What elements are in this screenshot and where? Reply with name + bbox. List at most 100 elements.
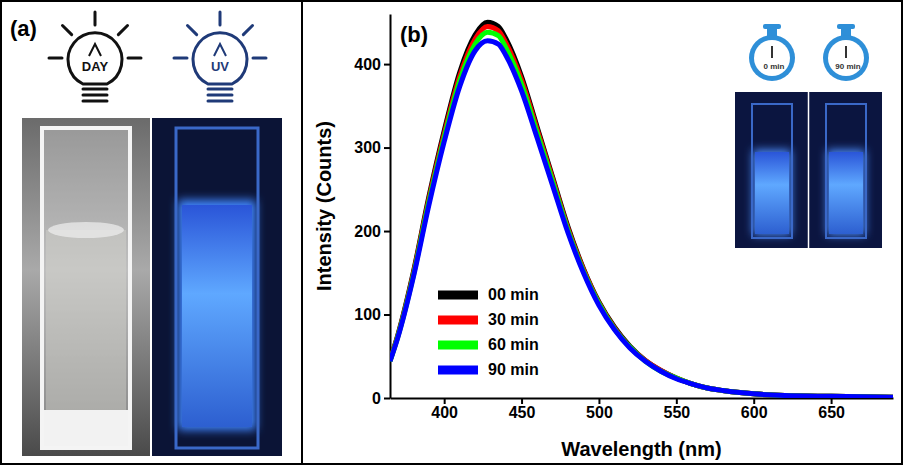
panel-label: (b) xyxy=(400,22,428,47)
photo-day-bg xyxy=(22,118,150,456)
lamp-icon: DAY xyxy=(49,12,141,101)
tick: 400 xyxy=(431,398,458,421)
tick: 200 xyxy=(354,223,390,240)
photo-uv-liquid xyxy=(182,205,252,427)
lamp-bulb xyxy=(193,33,247,84)
y-axis: 0 100 200 300 400 xyxy=(354,15,390,407)
lamp-ray xyxy=(243,25,252,34)
lamp-label: UV xyxy=(211,59,229,74)
lamp-bulb xyxy=(68,33,122,84)
legend-label: 60 min xyxy=(488,336,539,353)
tick: 400 xyxy=(354,56,390,73)
tick-label: 600 xyxy=(741,404,768,421)
tick-label: 400 xyxy=(354,56,381,73)
lamp-base xyxy=(208,94,232,97)
lamp-label: DAY xyxy=(82,59,109,74)
inset-photo-glow xyxy=(827,150,865,235)
plot-area xyxy=(390,22,893,397)
tick-mark xyxy=(444,398,446,404)
tick: 500 xyxy=(586,398,613,421)
lamp-base xyxy=(208,88,232,91)
stopwatch-hand xyxy=(845,46,847,58)
tick-mark xyxy=(384,64,390,66)
lamp-ray xyxy=(253,57,266,60)
axis-line xyxy=(390,15,392,399)
lamp-filament xyxy=(89,44,101,56)
inset-photo-cuvette xyxy=(752,104,792,238)
inset-photo-cuvette xyxy=(826,104,866,238)
lamp-ray xyxy=(174,57,187,60)
lamp-ray xyxy=(118,25,127,34)
stopwatch-button xyxy=(767,28,777,36)
panel-label: (a) xyxy=(10,16,37,41)
legend-label: 90 min xyxy=(488,361,539,378)
tick-label: 0 xyxy=(372,390,381,407)
legend-label: 30 min xyxy=(488,311,539,328)
lamp-ray xyxy=(128,57,141,60)
lamp-base xyxy=(83,100,107,103)
stopwatch-ring xyxy=(749,35,795,81)
inset-photo-liquid xyxy=(829,152,863,234)
legend-label: 00 min xyxy=(488,286,539,303)
tick: 300 xyxy=(354,139,390,156)
stopwatch-face xyxy=(828,40,864,76)
tick-mark xyxy=(598,398,600,404)
stopwatch-face xyxy=(754,40,790,76)
tick: 550 xyxy=(663,398,690,421)
tick-label: 200 xyxy=(354,223,381,240)
inset-photo-liquid xyxy=(755,152,789,234)
stopwatch-ring xyxy=(823,35,869,81)
spectrum-line xyxy=(390,27,893,398)
lamp-ray xyxy=(49,57,62,60)
y-axis-title: Intensity (Counts) xyxy=(313,121,335,291)
tick-label: 650 xyxy=(818,404,845,421)
legend-swatch xyxy=(438,341,478,350)
photo-day-cuvette xyxy=(42,128,130,448)
lamp-icon: UV xyxy=(174,12,266,101)
lamp-filament xyxy=(214,44,226,56)
panel-divider xyxy=(301,1,303,464)
tick-label: 400 xyxy=(431,404,458,421)
stopwatch-hand xyxy=(771,46,773,58)
tick-label: 300 xyxy=(354,139,381,156)
lamp-ray xyxy=(94,12,97,25)
stopwatch-button xyxy=(841,28,851,36)
inset-photo-bg xyxy=(809,92,882,248)
tick-label: 500 xyxy=(586,404,613,421)
photo-uv-cuvette xyxy=(176,128,258,448)
tick: 0 xyxy=(372,390,390,407)
stopwatch-label: 90 min xyxy=(835,62,860,71)
figure: (a) DAY UV 400 450 500 550 600 650 0 100 200 300 400 W… xyxy=(0,0,903,465)
lamp-base xyxy=(208,100,232,103)
tick-mark xyxy=(676,398,678,404)
inset-photo-glow xyxy=(753,150,791,235)
inset-divider xyxy=(808,92,810,248)
tick-mark xyxy=(384,147,390,149)
lamp-ray xyxy=(62,25,71,34)
tick: 100 xyxy=(354,306,390,323)
legend-swatch xyxy=(438,291,478,300)
spectrum-line xyxy=(390,41,893,397)
legend-swatch xyxy=(438,316,478,325)
stopwatch-button xyxy=(837,24,855,29)
lamp-base xyxy=(83,88,107,91)
figure-frame xyxy=(1,1,902,464)
photo-day-meniscus xyxy=(48,222,124,238)
tick-mark xyxy=(521,398,523,404)
lamp-ray xyxy=(219,12,222,25)
lamp-ray xyxy=(187,25,196,34)
stopwatch-label: 0 min xyxy=(764,62,785,71)
tick-mark xyxy=(831,398,833,404)
tick-mark xyxy=(384,314,390,316)
inset-photo-bg xyxy=(735,92,808,248)
spectrum-line xyxy=(390,32,893,397)
legend: 00 min 30 min 60 min 90 min xyxy=(438,286,539,378)
photo-day-liquid xyxy=(46,230,126,410)
tick: 450 xyxy=(509,398,536,421)
tick-mark xyxy=(753,398,755,404)
stopwatch-button xyxy=(763,24,781,29)
inset: 0 min 90 min xyxy=(735,24,882,248)
tick-mark xyxy=(384,398,390,400)
x-axis-title: Wavelength (nm) xyxy=(561,438,721,460)
photo-uv-glow xyxy=(178,200,256,430)
